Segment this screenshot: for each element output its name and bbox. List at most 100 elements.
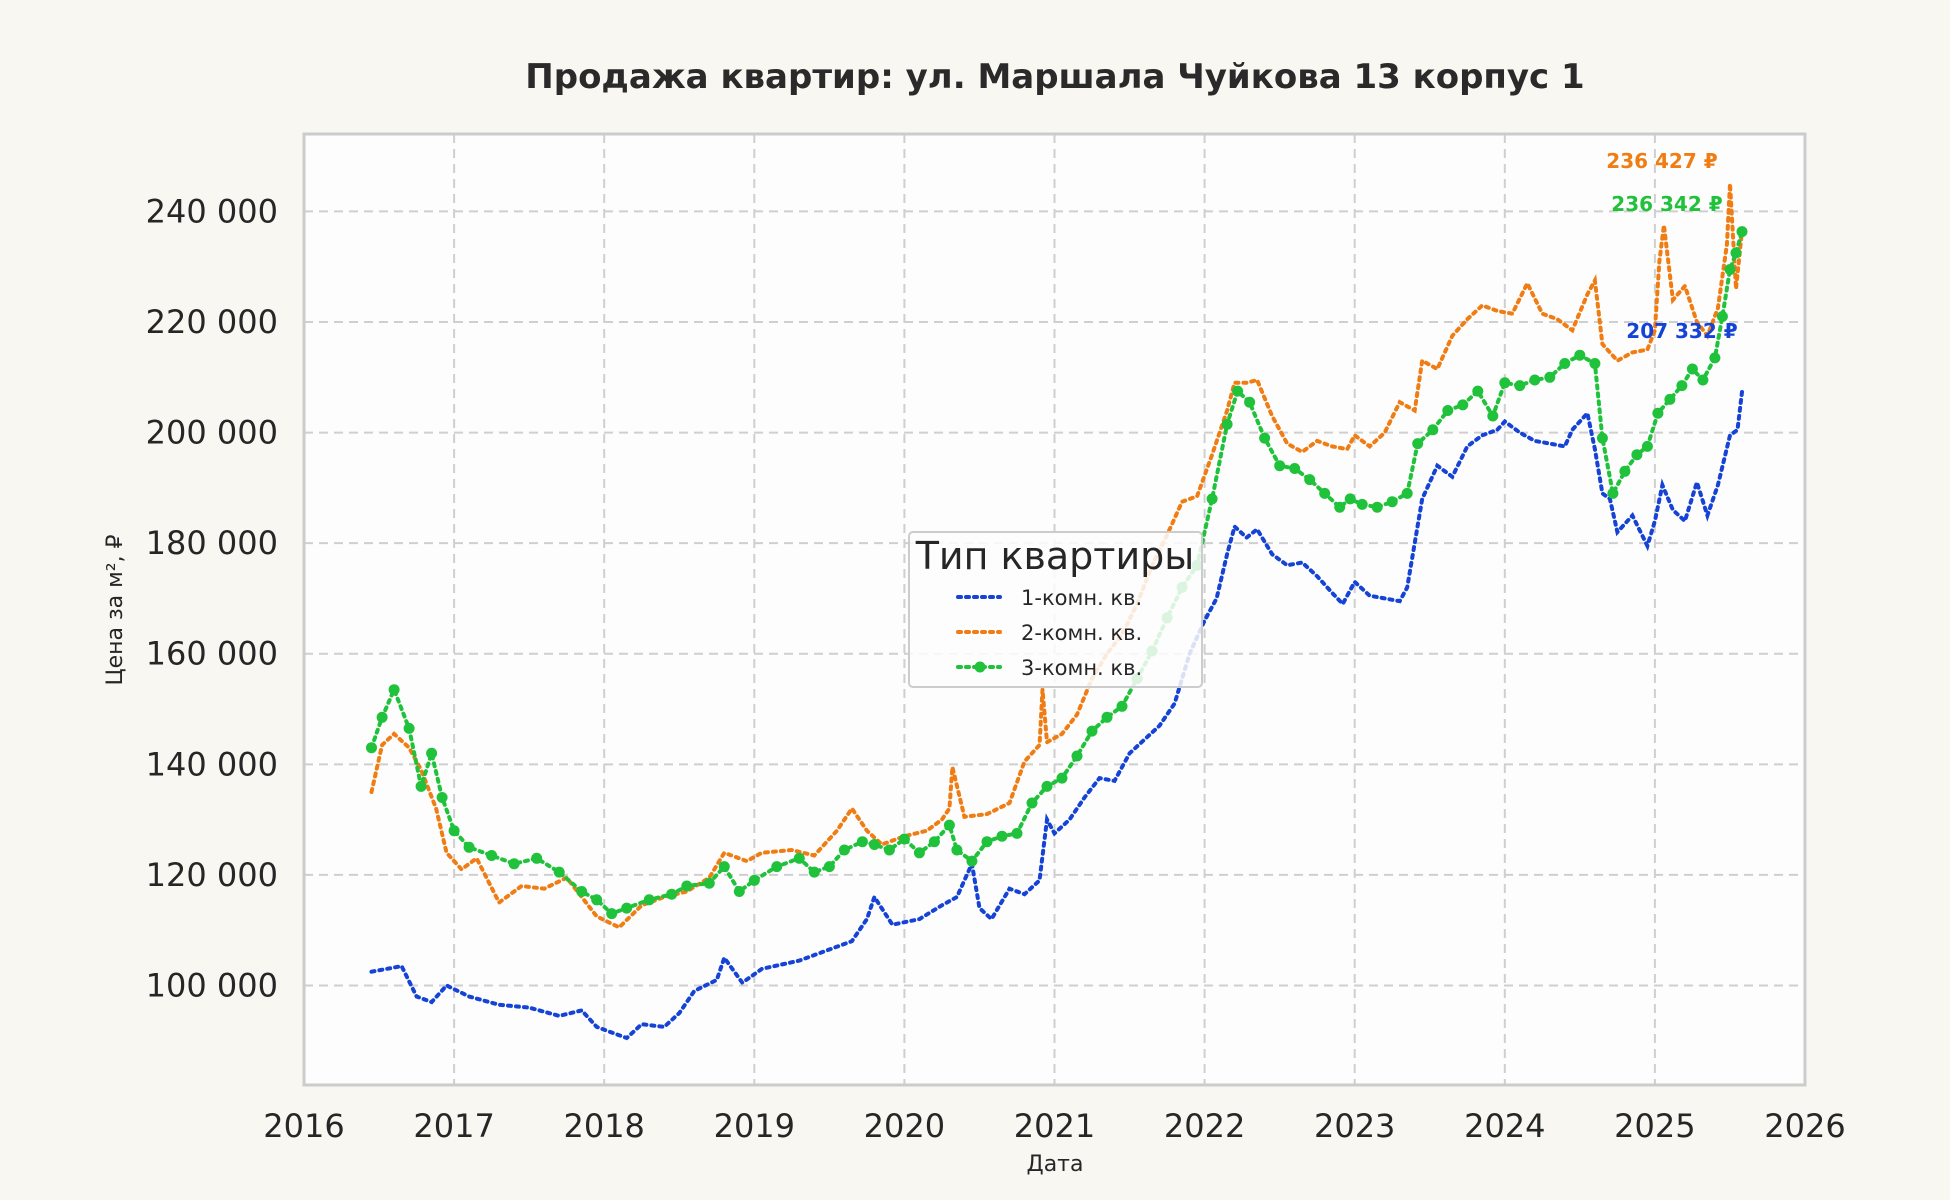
data-point bbox=[913, 847, 925, 859]
data-point bbox=[1442, 405, 1454, 416]
data-point bbox=[1716, 311, 1728, 322]
data-point bbox=[366, 742, 377, 754]
end-value-label: 207 332 ₽ bbox=[1626, 319, 1737, 343]
legend: Тип квартиры 1-комн. кв. 2-комн. кв. 3-ком… bbox=[908, 531, 1203, 688]
data-point bbox=[531, 852, 543, 864]
data-point bbox=[1356, 498, 1368, 510]
data-point bbox=[1514, 380, 1526, 392]
data-point bbox=[1589, 358, 1601, 369]
data-point bbox=[808, 866, 820, 878]
x-tick-label: 2018 bbox=[563, 1107, 644, 1145]
data-point bbox=[448, 825, 460, 837]
data-point bbox=[1319, 487, 1331, 499]
data-point bbox=[1559, 358, 1571, 369]
data-point bbox=[943, 819, 955, 831]
data-point bbox=[621, 902, 633, 914]
data-point bbox=[1697, 374, 1709, 386]
data-point bbox=[1487, 410, 1499, 422]
data-point bbox=[1457, 399, 1469, 411]
data-point bbox=[1472, 385, 1484, 397]
data-point bbox=[1724, 264, 1736, 275]
y-tick-label: 240 000 bbox=[146, 192, 278, 230]
y-tick-label: 140 000 bbox=[146, 745, 278, 783]
data-point bbox=[868, 839, 880, 850]
legend-box bbox=[908, 531, 1203, 688]
data-point bbox=[553, 866, 565, 878]
data-point bbox=[426, 747, 438, 759]
data-point bbox=[951, 844, 963, 856]
data-point bbox=[436, 792, 448, 803]
legend-entry: 3-комн. кв. bbox=[956, 656, 1142, 680]
data-point bbox=[1544, 371, 1556, 383]
x-tick-label: 2022 bbox=[1164, 1107, 1245, 1145]
data-point bbox=[1026, 797, 1038, 809]
data-point bbox=[1709, 352, 1721, 364]
series-3 bbox=[366, 226, 1748, 920]
data-point bbox=[1289, 463, 1301, 474]
data-point bbox=[1371, 501, 1383, 513]
data-point bbox=[1641, 440, 1653, 452]
data-point bbox=[1304, 474, 1316, 486]
x-tick-label: 2021 bbox=[1014, 1107, 1095, 1145]
data-point bbox=[1529, 374, 1541, 386]
data-point bbox=[1011, 827, 1023, 839]
y-tick-label: 160 000 bbox=[146, 635, 278, 673]
data-point bbox=[388, 684, 400, 696]
data-point bbox=[606, 908, 618, 920]
data-point bbox=[666, 888, 678, 900]
x-tick-label: 2020 bbox=[864, 1107, 945, 1145]
data-point bbox=[1686, 363, 1698, 375]
data-point bbox=[996, 830, 1008, 842]
data-point bbox=[733, 886, 745, 897]
data-point bbox=[486, 850, 498, 861]
data-point bbox=[576, 886, 588, 897]
data-point bbox=[681, 880, 693, 892]
data-point bbox=[1116, 700, 1128, 712]
data-point bbox=[1676, 380, 1688, 392]
legend-label: 2-комн. кв. bbox=[1021, 621, 1142, 645]
data-point bbox=[1401, 487, 1413, 499]
data-point bbox=[966, 855, 978, 867]
legend-entry: 1-комн. кв. bbox=[956, 586, 1142, 610]
data-point bbox=[591, 894, 603, 906]
y-axis-label: Цена за м², ₽ bbox=[103, 534, 128, 685]
y-tick-label: 120 000 bbox=[146, 856, 278, 894]
y-tick-label: 100 000 bbox=[146, 966, 278, 1004]
data-point bbox=[1259, 432, 1271, 444]
data-point bbox=[1664, 393, 1676, 405]
legend-entry: 2-комн. кв. bbox=[956, 621, 1142, 645]
legend-label: 3-комн. кв. bbox=[1021, 656, 1142, 680]
data-point bbox=[1071, 750, 1083, 762]
legend-label: 1-комн. кв. bbox=[1021, 586, 1142, 610]
legend-entries: 1-комн. кв. 2-комн. кв. 3-комн. кв. bbox=[956, 586, 1142, 680]
data-point bbox=[1101, 711, 1113, 723]
data-point bbox=[1244, 396, 1256, 408]
data-point bbox=[1232, 385, 1244, 397]
end-value-label: 236 427 ₽ bbox=[1606, 149, 1717, 173]
data-point bbox=[771, 861, 783, 873]
x-tick-label: 2016 bbox=[263, 1107, 344, 1145]
data-point bbox=[703, 877, 715, 889]
data-point bbox=[376, 711, 388, 723]
data-point bbox=[1607, 487, 1619, 499]
legend-title: Тип квартиры bbox=[915, 534, 1195, 578]
data-point bbox=[856, 836, 868, 848]
data-point bbox=[898, 833, 910, 845]
legend-marker bbox=[974, 661, 986, 673]
data-point bbox=[1631, 449, 1643, 461]
y-tick-label: 180 000 bbox=[146, 524, 278, 562]
data-point bbox=[1221, 418, 1233, 430]
data-point bbox=[403, 722, 415, 734]
data-point bbox=[508, 858, 520, 870]
data-point bbox=[928, 836, 940, 848]
end-labels: 207 332 ₽ 236 427 ₽ 236 342 ₽ bbox=[1606, 149, 1737, 343]
data-point bbox=[1596, 432, 1608, 444]
end-value-label: 236 342 ₽ bbox=[1611, 192, 1722, 216]
data-point bbox=[415, 780, 427, 792]
y-tick-label: 220 000 bbox=[146, 303, 278, 341]
data-point bbox=[1427, 424, 1439, 436]
data-point bbox=[1730, 247, 1742, 259]
data-point bbox=[1652, 407, 1664, 419]
data-point bbox=[1086, 725, 1098, 737]
